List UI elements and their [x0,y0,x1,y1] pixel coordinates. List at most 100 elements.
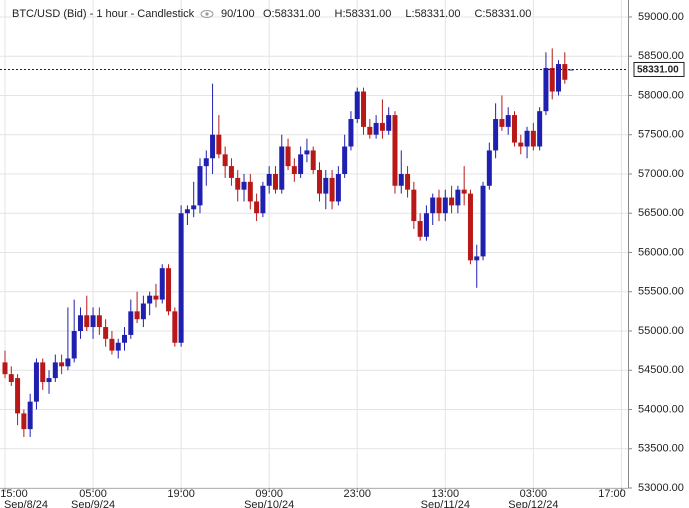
candle-body [285,146,291,167]
candle-body [266,173,272,186]
candle-body [323,177,329,194]
candle-body [367,126,373,135]
x-date-label: Sep/11/24 [421,499,470,508]
candle-body [254,201,260,214]
ohlc-labels: O:58331.00 H:58331.00 L:58331.00 C:58331.00 [263,8,531,20]
candle-body [260,185,266,214]
candles [2,48,574,437]
x-tick-label: 17:00 [598,488,626,500]
candle-body [480,185,486,257]
x-date-label: Sep/8/24 [4,499,48,508]
candle-body [537,111,543,147]
candle-body [549,67,555,92]
candle-body [59,362,65,367]
candle-body [272,173,278,190]
candle-body [8,374,14,383]
candle-body [33,362,39,402]
candle-body [122,334,128,343]
candle-body [103,327,109,339]
header: BTC/USD (Bid) - 1 hour - Candlestick 90/… [12,8,531,20]
candle-body [329,177,335,202]
candle-body [159,268,165,300]
y-tick-label: 55500.00 [638,286,684,298]
candle-body [335,173,341,202]
candle-body [291,166,297,174]
candle-body [172,311,178,343]
x-tick-label: 23:00 [343,488,371,500]
candle-body [556,64,562,92]
candle-body [467,193,473,261]
candle-body [140,303,146,320]
candle-body [392,115,398,186]
candle-body [511,115,517,143]
candle-body [197,166,203,206]
candle-body [379,122,385,131]
y-tick-label: 59000.00 [638,11,684,23]
y-tick-label: 58500.00 [638,50,684,62]
candle-body [166,268,172,312]
candle-body [298,154,304,174]
candle-body [430,197,436,214]
candle-body [398,173,404,186]
y-tick-label: 56500.00 [638,207,684,219]
x-tick-label: 09:00 [255,488,283,500]
candle-body [147,295,153,304]
y-tick-label: 54500.00 [638,364,684,376]
candle-body [235,177,241,190]
candle-body [411,189,417,222]
candle-body [442,197,448,214]
candle-body [449,197,455,206]
y-tick-label: 54000.00 [638,403,684,415]
candle-body [178,213,184,343]
ohlc-label: H:58331.00 [335,8,392,20]
candle-body [279,146,285,190]
candle-body [373,122,379,135]
candle-body [109,338,115,351]
candle-body [304,150,310,155]
candle-body [518,142,524,147]
candle-body [241,181,247,190]
candle-body [436,197,442,214]
candle-body [474,256,480,261]
ohlc-label: O:58331.00 [263,8,321,20]
x-tick-label: 15:00 [0,488,28,500]
x-tick-label: 13:00 [432,488,460,500]
candle-body [423,213,429,237]
candle-body [499,119,505,127]
y-tick-label: 58000.00 [638,89,684,101]
candle-body [77,315,83,331]
y-tick-label: 53500.00 [638,443,684,455]
candle-body [524,130,530,147]
x-tick-label: 19:00 [167,488,195,500]
candle-body [46,378,52,383]
candle-body [493,119,499,151]
candle-body [222,154,228,167]
candle-body [342,146,348,174]
candle-body [90,315,96,328]
candle-body [210,134,216,159]
candle-body [15,378,21,414]
last-price-tag [633,61,685,77]
y-tick-label: 53000.00 [638,482,684,494]
chart-title: BTC/USD (Bid) - 1 hour - Candlestick [12,8,195,20]
candle-body [65,358,71,367]
candle-body [386,115,392,131]
candle-body [184,209,190,214]
candle-body [203,158,209,167]
candle-body [562,64,568,80]
candle-body [417,221,423,237]
candle-body [354,91,360,120]
candle-body [216,134,222,155]
candle-body [505,115,511,127]
y-tick-label: 57500.00 [638,129,684,141]
count-label: 90/100 [221,8,255,20]
candle-body [128,311,134,335]
x-tick-label: 03:00 [520,488,548,500]
candle-body [543,67,549,112]
candle-body [348,119,354,147]
candle-body [71,330,77,359]
eye-icon [200,10,214,18]
